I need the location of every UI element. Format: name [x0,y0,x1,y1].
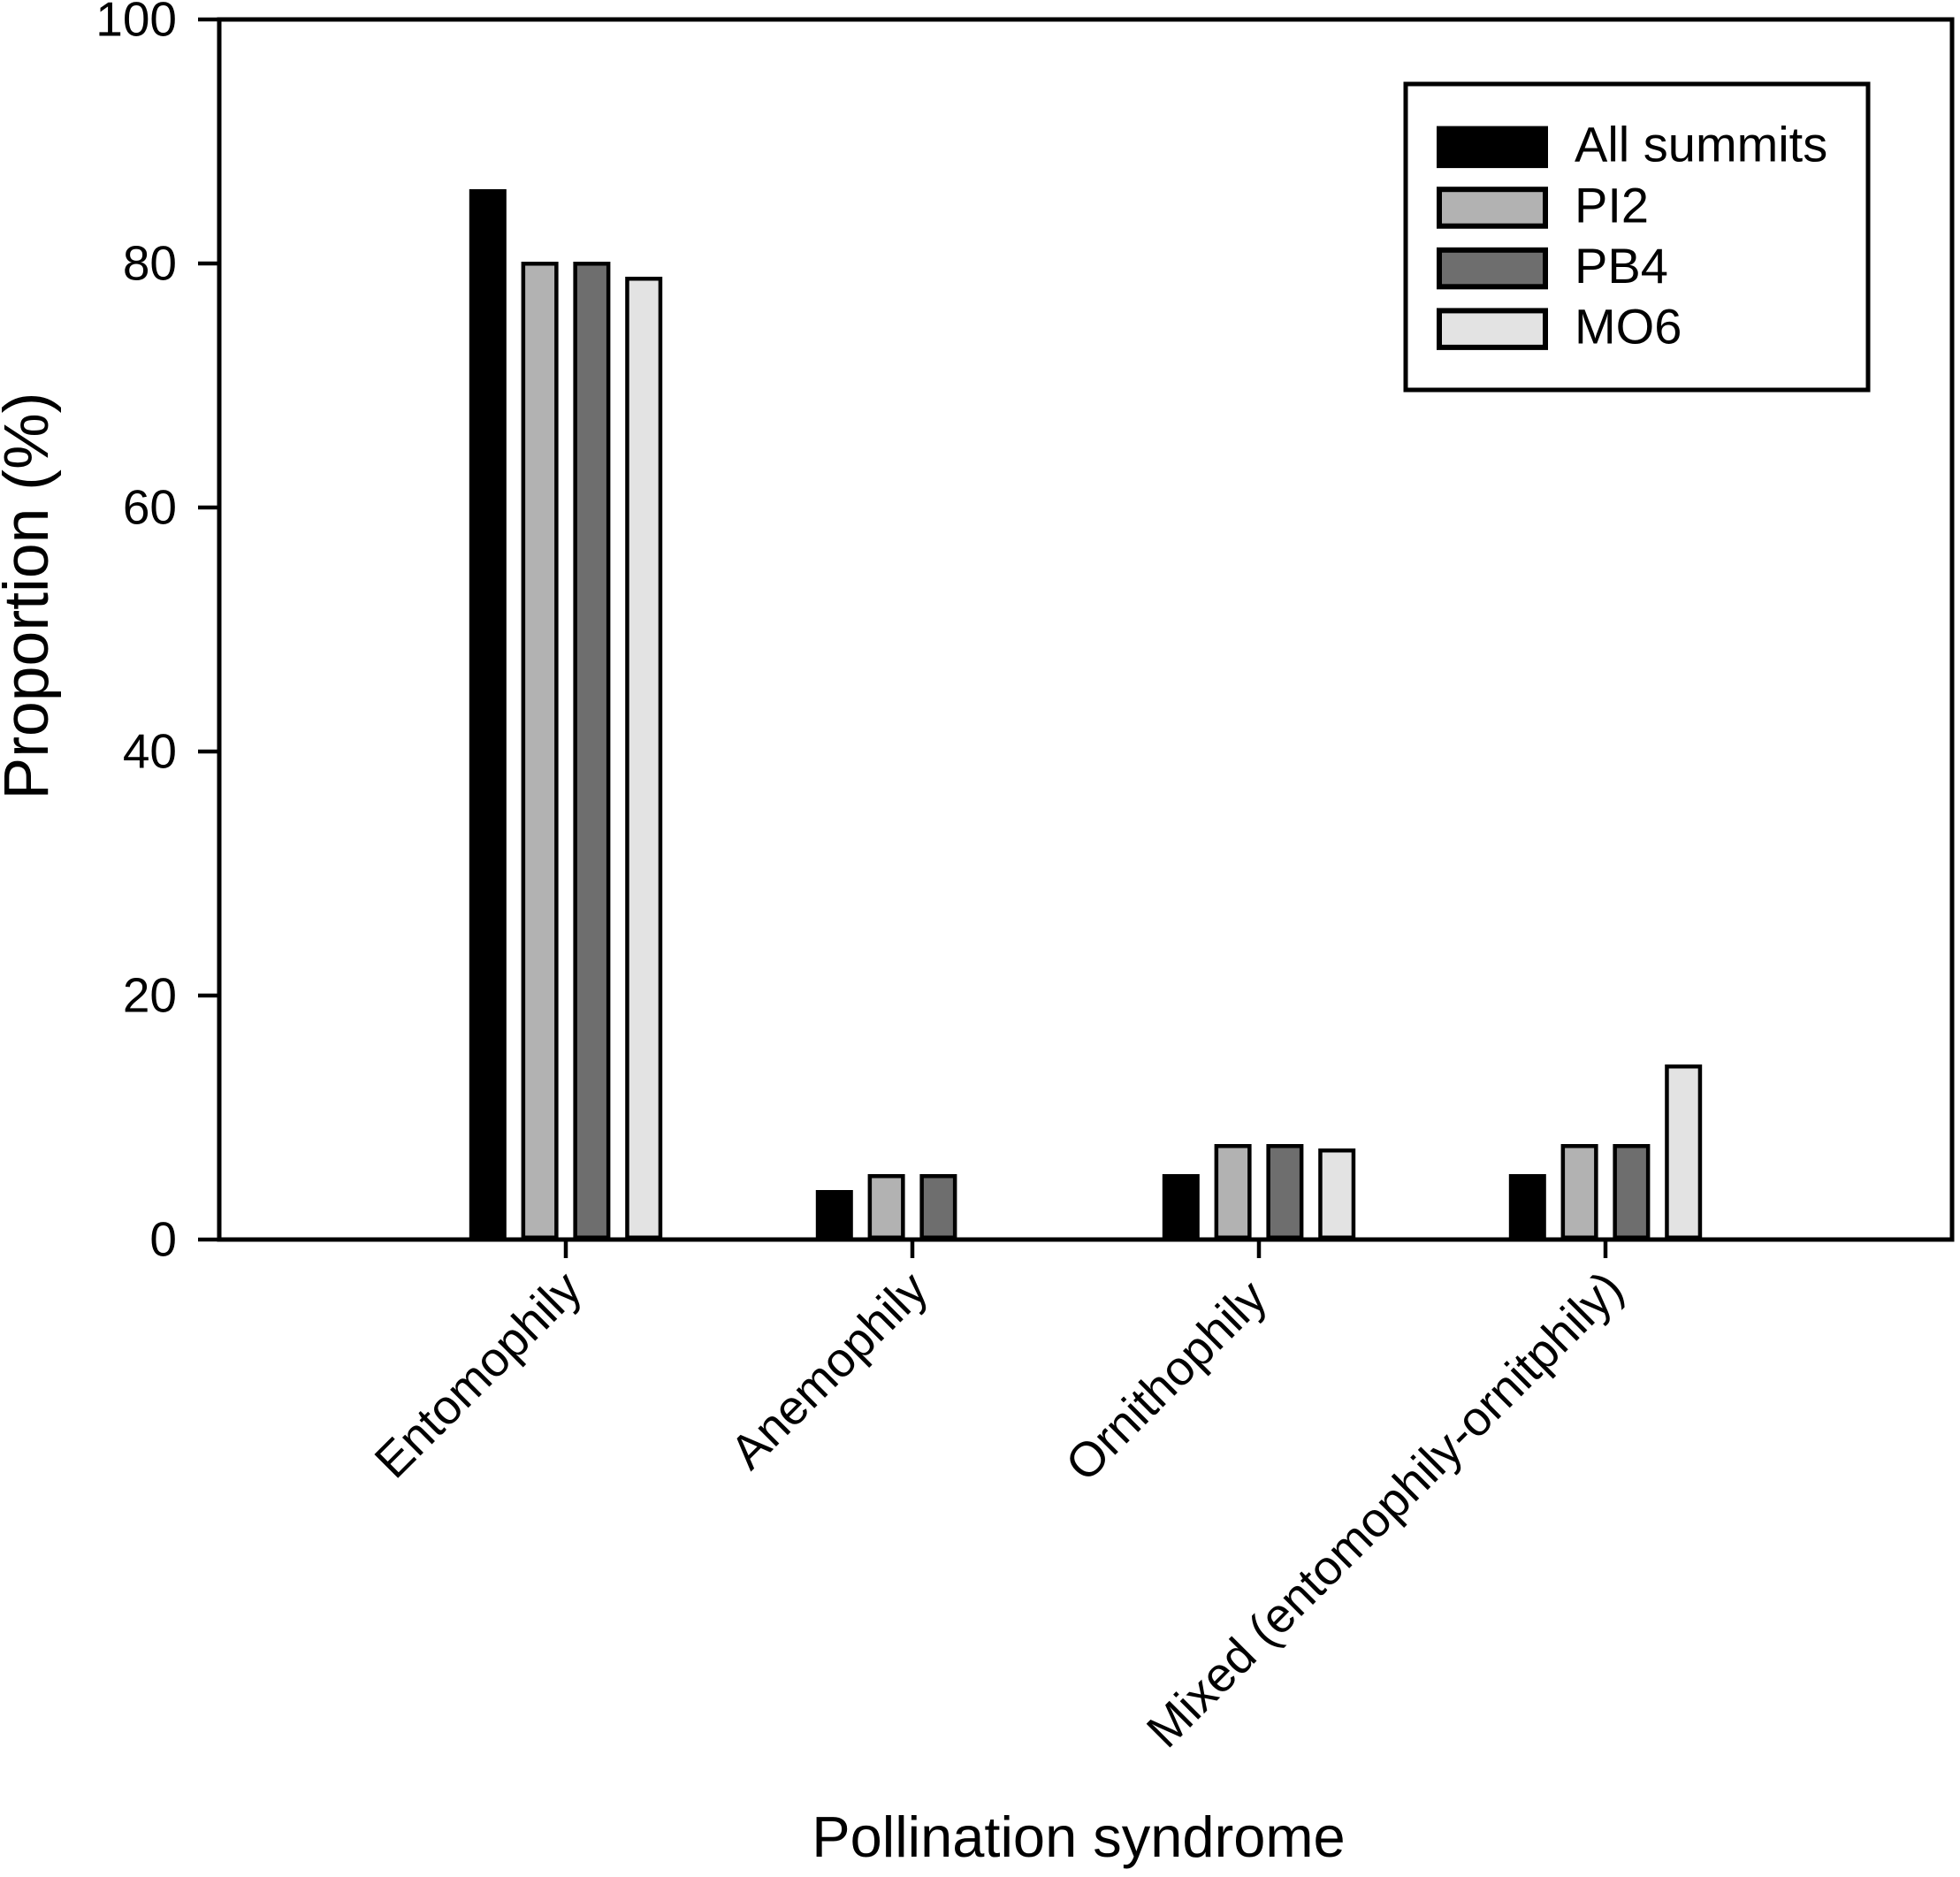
svg-text:PI2: PI2 [1575,177,1649,233]
svg-text:40: 40 [123,724,177,779]
svg-text:20: 20 [123,968,177,1023]
svg-text:80: 80 [123,236,177,291]
svg-text:PB4: PB4 [1575,238,1668,294]
svg-text:Proportion (%): Proportion (%) [0,393,62,800]
svg-text:60: 60 [123,480,177,535]
svg-text:All summits: All summits [1575,117,1827,172]
svg-text:0: 0 [149,1212,177,1267]
svg-text:100: 100 [95,0,177,47]
svg-text:MO6: MO6 [1575,299,1682,355]
svg-text:Pollination syndrome: Pollination syndrome [812,1805,1345,1869]
